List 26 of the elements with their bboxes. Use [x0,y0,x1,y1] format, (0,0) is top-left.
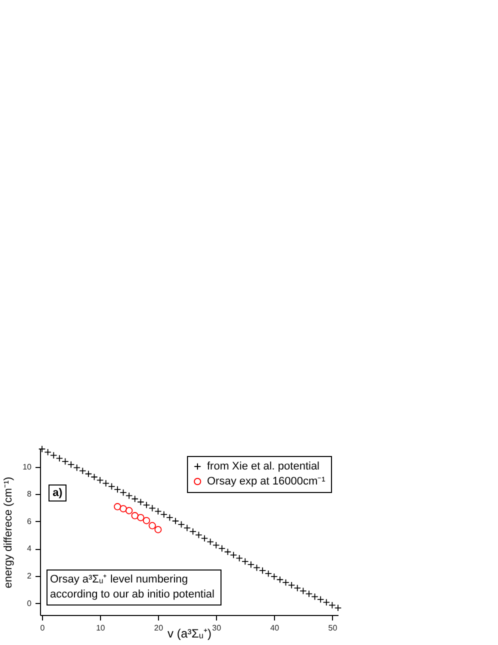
x-axis-title: v (a³Σᵤ⁺) [167,626,212,640]
x-tick-label: 20 [154,624,164,632]
point [154,526,162,534]
y-tick-label: 10 [22,462,32,472]
y-tick-label: 6 [27,516,32,526]
x-tick-label: 0 [40,624,46,632]
x-tick-label: 30 [212,624,222,632]
point [131,512,138,520]
point [125,507,133,514]
y-tick-label: 0 [27,598,32,608]
legend-label: from Xie et al. potential [207,460,320,472]
y-axis-title: energy differece (cm⁻¹) [2,476,15,588]
y-tick-label: 8 [27,490,32,499]
point [120,505,127,512]
x-tick-label: 10 [96,624,106,632]
annotation: Orsay a³Σᵤ⁺ level numbering according to our ab initio potential [50,574,214,600]
y-tick-label: 2 [27,572,32,581]
x-tick-label: 40 [270,624,280,632]
point [137,514,144,522]
point [142,516,150,524]
point [114,503,122,510]
annotation: a) [52,487,63,499]
y-tick-label: 4 [27,544,32,554]
point [148,522,156,530]
x-tick-label: 50 [328,624,338,632]
legend-label: Orsay exp at 16000cm⁻¹ [207,476,326,488]
